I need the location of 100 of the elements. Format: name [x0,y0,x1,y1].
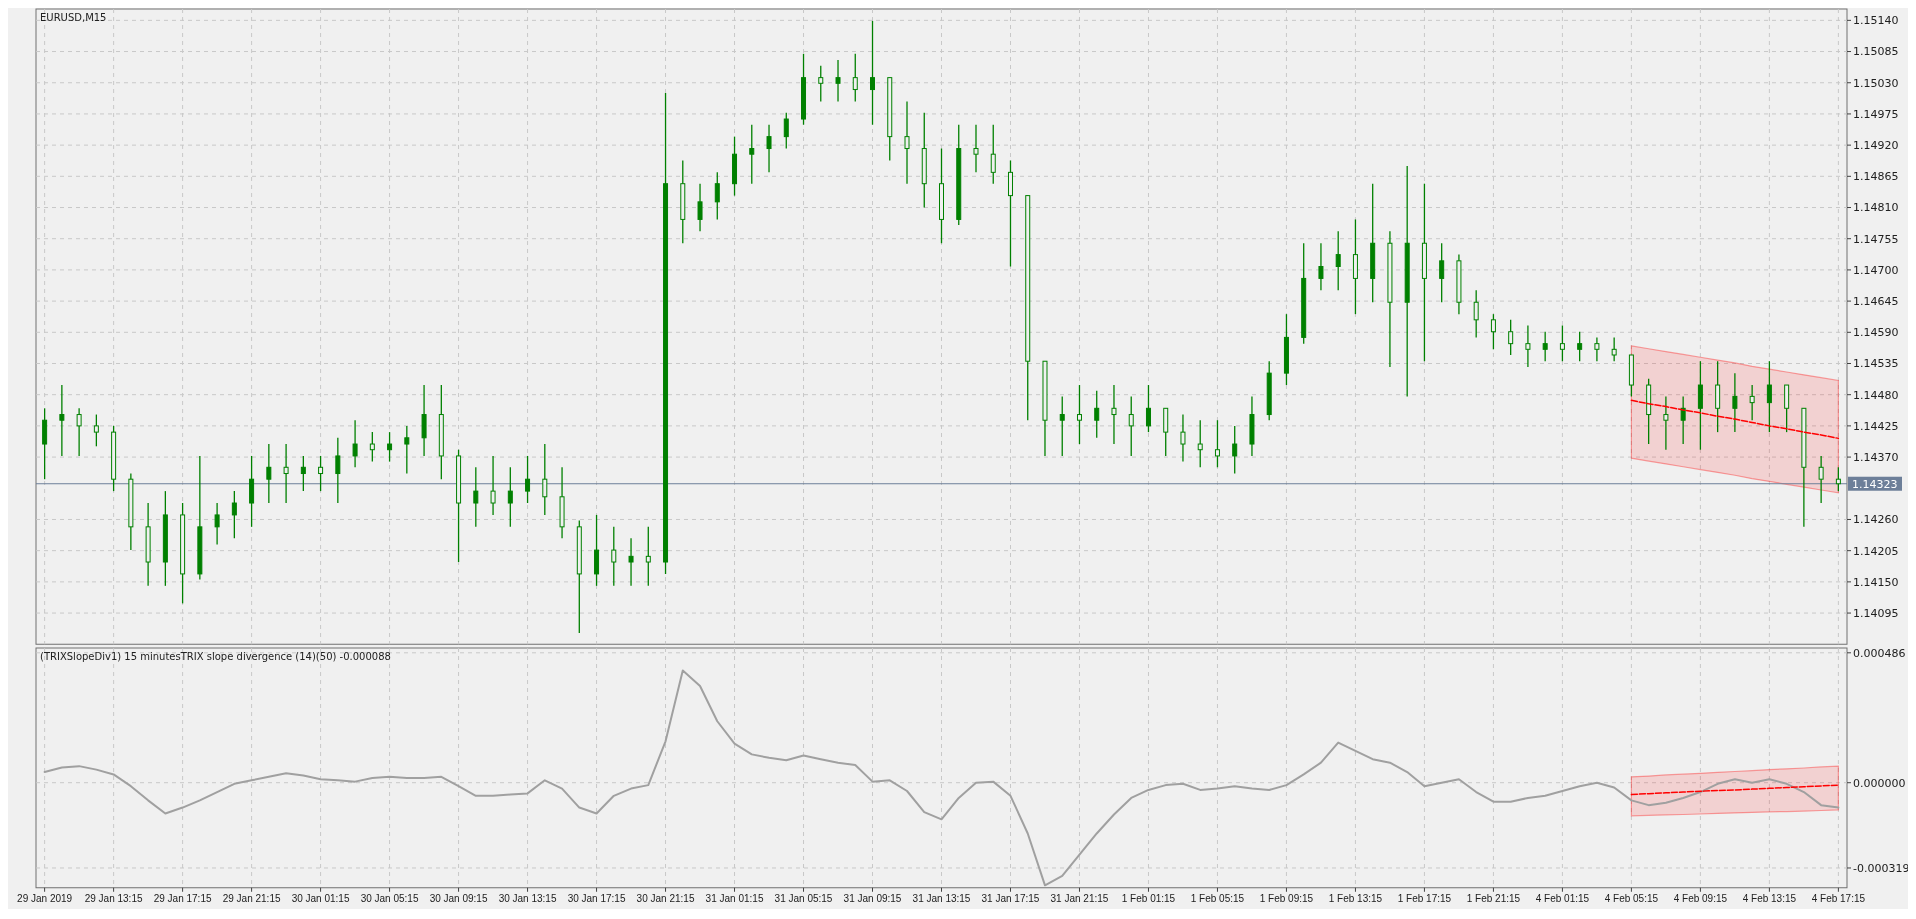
line-series [43,669,1840,887]
y-tick-label: 1.14645 [1853,294,1899,308]
y-tick-label: 1.14535 [1853,357,1899,371]
candlestick [490,455,496,516]
candlestick [387,431,393,463]
candlestick [1128,395,1134,457]
candlestick [1525,324,1531,368]
candlestick [1577,331,1583,362]
candlestick [1180,413,1186,463]
y-tick-label: 1.14260 [1853,513,1899,527]
y-tick-label: 1.15030 [1853,76,1899,90]
y-tick-label: 1.14425 [1853,419,1899,433]
x-tick-label: 29 Jan 13:15 [84,893,143,904]
candlestick [818,65,824,103]
candlestick [76,407,82,457]
candlestick [231,490,237,539]
candlestick [369,431,375,463]
candlestick [1749,384,1755,421]
candlestick [1732,372,1738,433]
x-tick-label: 4 Feb 17:15 [1811,893,1866,904]
x-tick-label: 29 Jan 2019 [17,893,73,904]
x-tick-label: 4 Feb 13:15 [1742,893,1797,904]
y-tick-label: 1.14810 [1853,201,1899,215]
x-tick-label: 31 Jan 17:15 [981,893,1040,904]
x-tick-label: 1 Feb 17:15 [1397,893,1452,904]
candlestick [1611,336,1617,362]
x-tick-label: 1 Feb 05:15 [1190,893,1245,904]
candlestick [249,455,255,528]
candlestick [525,455,531,504]
candlestick [1490,313,1496,350]
x-tick-label: 31 Jan 09:15 [843,893,902,904]
candlestick [404,425,410,475]
y-tick-label: 1.14095 [1853,606,1899,620]
y-tick-label: 0.000000 [1853,776,1906,790]
candlestick [507,466,513,528]
candlestick [1473,289,1479,339]
candlestick [904,100,910,185]
x-tick-label: 31 Jan 01:15 [705,893,764,904]
candlestick [1594,336,1600,362]
x-tick-label: 30 Jan 17:15 [567,893,626,904]
x-tick-label: 1 Feb 01:15 [1121,893,1176,904]
candlestick [1680,395,1686,445]
candlestick [1094,390,1100,439]
y-tick-label: 1.15085 [1853,45,1899,59]
candlestick [852,53,858,103]
line-series [1630,399,1840,440]
candlestick [1076,384,1082,445]
candlestick [1145,384,1151,433]
x-tick-label: 1 Feb 13:15 [1328,893,1383,904]
ref-line-label: 1.14323 [1852,477,1898,491]
candlestick [628,537,634,587]
candlestick [1163,407,1169,457]
y-tick-label: 1.14865 [1853,170,1899,184]
y-tick-label: 1.14205 [1853,544,1899,558]
candlestick [1059,395,1065,457]
x-tick-label: 4 Feb 05:15 [1604,893,1659,904]
y-tick-label: 1.15140 [1853,14,1899,28]
candlestick [283,443,289,504]
y-tick-label: 1.14755 [1853,232,1899,246]
candlestick [1818,455,1824,504]
x-tick-label: 31 Jan 05:15 [774,893,833,904]
x-tick-label: 30 Jan 09:15 [429,893,488,904]
x-tick-label: 1 Feb 21:15 [1466,893,1521,904]
candlestick [1111,384,1117,445]
candlestick [1007,159,1013,268]
x-tick-label: 30 Jan 21:15 [636,893,695,904]
candlestick [1439,242,1445,303]
y-tick-label: 1.14920 [1853,138,1899,152]
candlestick [870,20,876,126]
candlestick [473,466,479,528]
candlestick [1697,360,1703,451]
y-tick-label: 1.14370 [1853,450,1899,464]
chart-title: EURUSD,M15 [40,12,107,23]
candlestick [645,526,651,587]
x-tick-label: 30 Jan 13:15 [498,893,557,904]
candlestick [611,526,617,587]
y-tick-label: -0.000319 [1853,862,1910,876]
candlestick [1335,230,1341,291]
candlestick [300,455,306,492]
y-tick-label: 1.14700 [1853,263,1899,277]
candlestick [1214,419,1220,468]
candlestick [749,124,755,185]
y-tick-label: 1.14975 [1853,107,1899,121]
candlestick [835,59,841,103]
candlestick [1715,360,1721,433]
candlestick [594,514,600,587]
candlestick [318,455,324,492]
candlestick [1766,360,1772,433]
candlestick [1318,242,1324,291]
candlestick [42,407,48,480]
x-tick-label: 30 Jan 05:15 [360,893,419,904]
x-tick-label: 4 Feb 01:15 [1535,893,1590,904]
candlestick [335,437,341,504]
x-tick-label: 29 Jan 17:15 [153,893,212,904]
candlestick [1784,384,1790,433]
y-tick-label: 1.14480 [1853,388,1899,402]
x-tick-label: 29 Jan 21:15 [222,893,281,904]
candlestick [973,124,979,173]
candlestick [697,183,703,232]
candlestick [93,413,99,447]
